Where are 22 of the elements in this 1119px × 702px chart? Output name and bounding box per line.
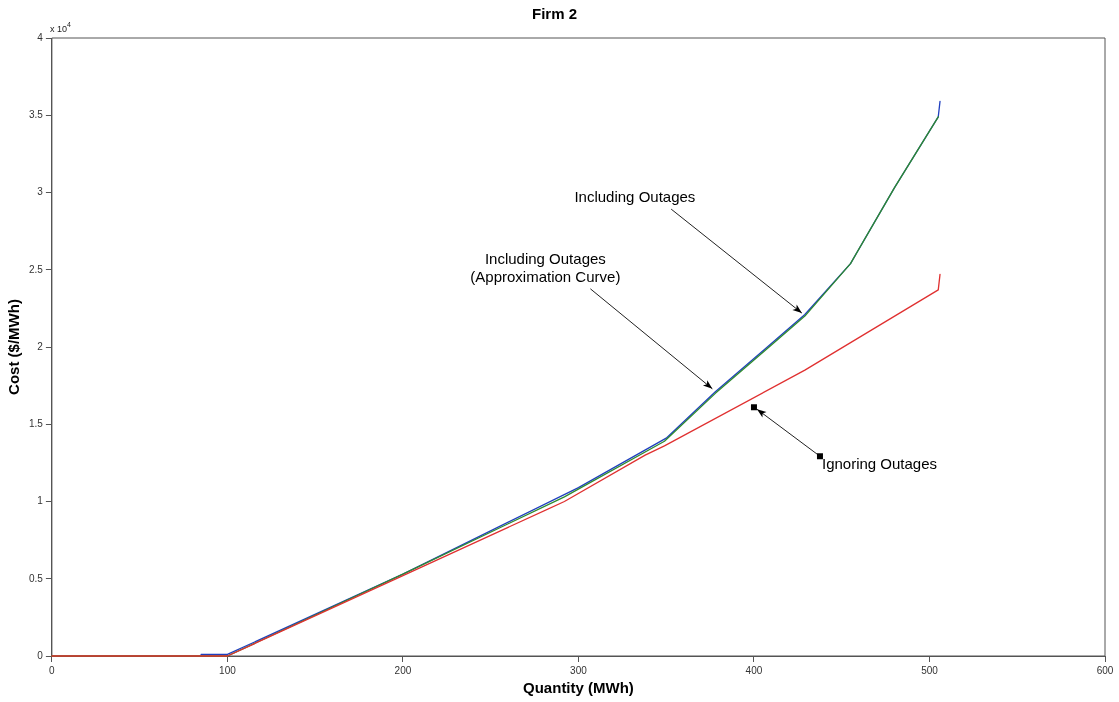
x-tick-label: 500 [921, 664, 939, 676]
y-tick-label: 3.5 [29, 109, 44, 120]
y-tick-label: 1 [37, 495, 44, 507]
x-tick-label: 0 [49, 664, 56, 676]
y-tick-label: 3 [37, 186, 44, 198]
x-tick-label: 400 [745, 664, 763, 676]
y-tick-label: 1.5 [29, 418, 44, 429]
x-axis-title: Quantity (MWh) [523, 679, 634, 697]
annotation: Including Outages [574, 188, 696, 206]
chart-title: Firm 2 [531, 5, 578, 23]
x-tick-label: 600 [1096, 664, 1114, 676]
y-tick-label: 4 [37, 31, 44, 43]
annotation: Including Outages (Approximation Curve) [470, 249, 621, 285]
x-tick-label: 200 [394, 664, 412, 676]
annotation: Ignoring Outages [821, 455, 938, 473]
x-tick-label: 300 [570, 664, 588, 676]
x-tick-label: 100 [219, 664, 237, 676]
y-tick-label: 2.5 [29, 263, 44, 275]
y-tick-label: 0 [37, 649, 44, 661]
y-axis-title: Cost ($/MWh) [5, 299, 23, 395]
y-tick-label: 2 [37, 340, 44, 352]
y-tick-label: 0.5 [29, 572, 44, 584]
